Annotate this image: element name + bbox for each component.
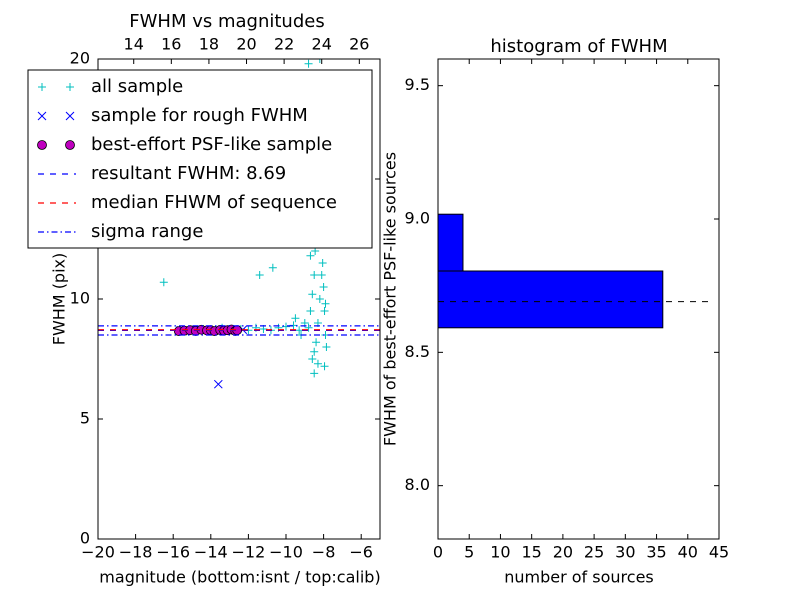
y-tick-label: 10 (70, 289, 90, 308)
point (308, 355, 317, 363)
x-tick-label: −6 (349, 543, 373, 562)
x2-tick-label: 22 (274, 35, 294, 54)
point (37, 140, 47, 150)
point (315, 295, 324, 303)
point (310, 271, 319, 279)
point (320, 362, 329, 371)
x-tick-label: 10 (490, 543, 510, 562)
point (304, 59, 313, 68)
point (291, 314, 300, 323)
x-axis-label: number of sources (504, 568, 654, 587)
legend-label: all sample (91, 76, 183, 97)
x-tick-label: −8 (312, 543, 336, 562)
point (37, 111, 47, 121)
point (312, 338, 321, 347)
point (159, 278, 168, 287)
x-tick-label: 20 (553, 543, 573, 562)
point (317, 271, 326, 279)
x-tick-label: 25 (584, 543, 604, 562)
x-tick-label: 30 (615, 543, 635, 562)
point (255, 271, 264, 279)
point (282, 322, 290, 331)
legend-label: sigma range (91, 221, 203, 242)
x-tick-label: −16 (156, 543, 190, 562)
axes-frame (97, 58, 381, 540)
y-tick-label: 0 (80, 529, 90, 548)
point (322, 343, 331, 351)
point (310, 347, 319, 356)
y-tick-label: 9.0 (405, 209, 430, 228)
point (315, 59, 324, 63)
legend-label: median FHWM of sequence (91, 192, 337, 213)
x-tick-label: 0 (433, 543, 443, 562)
legend-label: resultant FWHM: 8.69 (91, 163, 286, 184)
point (321, 299, 330, 308)
point (213, 379, 223, 389)
x2-tick-label: 14 (124, 35, 144, 54)
bar (437, 270, 664, 329)
x-tick-label: 40 (678, 543, 698, 562)
y-tick-label: 8.5 (405, 342, 430, 361)
x-tick-label: −20 (81, 543, 115, 562)
x-tick-label: 45 (709, 543, 729, 562)
point (65, 140, 75, 150)
axes-frame (437, 58, 720, 540)
y-axis-label: FWHM (pix) (50, 253, 69, 346)
x-tick-label: −12 (232, 543, 266, 562)
point (268, 263, 277, 272)
point (306, 251, 315, 260)
point (319, 283, 328, 291)
x-tick-label: 15 (521, 543, 541, 562)
y-axis-label: FWHM of best-effort PSF-like sources (381, 152, 400, 446)
y-tick-label: 9.5 (405, 75, 430, 94)
point (38, 83, 46, 91)
x-tick-label: 35 (646, 543, 666, 562)
legend-label: best-effort PSF-like sample (91, 134, 332, 155)
chart-title: histogram of FWHM (490, 36, 667, 57)
x-tick-label: 5 (464, 543, 474, 562)
point (65, 111, 75, 121)
y-tick-label: 20 (70, 49, 90, 68)
x-tick-label: −14 (194, 543, 228, 562)
y-tick-label: 5 (80, 409, 90, 428)
point (313, 359, 322, 368)
legend-box (27, 69, 373, 249)
point (320, 307, 329, 315)
point (310, 369, 319, 378)
point (295, 326, 304, 335)
point (66, 83, 74, 91)
x2-tick-label: 20 (236, 35, 256, 54)
x-tick-label: −18 (119, 543, 153, 562)
x2-tick-label: 24 (312, 35, 332, 54)
y-tick-label: 8.0 (405, 475, 430, 494)
bar (437, 213, 464, 272)
point (308, 290, 317, 299)
x-tick-label: −10 (269, 543, 303, 562)
point (318, 259, 327, 267)
x2-tick-label: 18 (199, 35, 219, 54)
x-axis-label: magnitude (bottom:isnt / top:calib) (99, 568, 380, 587)
x2-tick-label: 16 (161, 35, 181, 54)
chart-title: FWHM vs magnitudes (129, 11, 324, 32)
point (306, 307, 315, 315)
legend-label: sample for rough FWHM (91, 105, 308, 126)
point (304, 323, 313, 332)
x2-tick-label: 26 (349, 35, 369, 54)
